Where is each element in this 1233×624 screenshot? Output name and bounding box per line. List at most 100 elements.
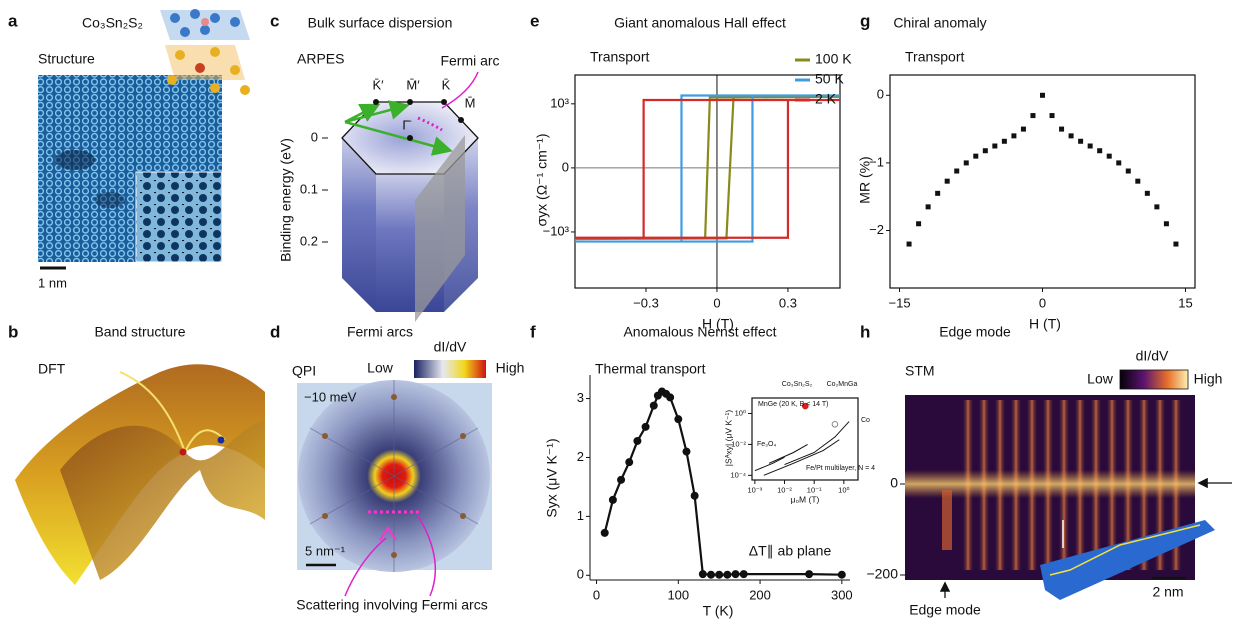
x-tick-label: 0.3 [779,295,797,310]
data-point [806,571,813,578]
panel-subtitle: STM [905,363,935,379]
legend-label: 50 K [815,71,844,87]
data-point [708,571,715,578]
x-axis-label: H (T) [1029,316,1061,332]
x-tick-label: −0.3 [633,295,659,310]
arpes-prism [342,72,478,322]
page: a Co₃Sn₂S₂ Structure 1 nm b Band structu… [0,0,1233,624]
band-surface [15,364,265,585]
panel-subtitle: QPI [292,363,316,379]
data-point [667,394,674,401]
data-point [1011,133,1016,138]
colorbar-high: High [1194,371,1223,387]
data-point [1021,127,1026,132]
data-point [650,402,657,409]
data-point [1173,242,1178,247]
legend-label: 100 K [815,51,852,67]
plot-frame [890,75,1195,288]
data-point [609,496,616,503]
data-point [1145,191,1150,196]
data-point [1164,221,1169,226]
y-axis-label: Syx (μV K⁻¹) [544,438,560,517]
data-point [634,437,641,444]
x-tick-label: 10⁻² [777,485,792,494]
y-tick-label: 0 [877,87,884,102]
panel-letter: a [8,11,18,30]
panel-letter: d [270,322,280,341]
y-axis-label: MR (%) [857,156,873,203]
data-point [964,160,969,165]
x-tick-label: 10⁻¹ [807,485,822,494]
scale-label: 5 nm⁻¹ [305,543,346,558]
y-tick-label: 3 [577,390,584,405]
data-point [1050,113,1055,118]
data-point [838,571,845,578]
k-point-label: M̄ [465,95,476,110]
y-tick-label: −2 [869,222,884,237]
panel-title: Band structure [94,324,185,340]
k-point-label: M̄′ [406,77,420,92]
data-point [935,191,940,196]
energy-label: −10 meV [304,389,357,404]
data-line [785,422,850,465]
legend-label: 2 K [815,91,837,107]
panel-title: Fermi arcs [347,324,413,340]
x-tick-label: 100 [667,587,689,602]
panel-subtitle: Transport [590,49,650,65]
data-point [691,492,698,499]
data-point [1135,179,1140,184]
data-point [683,448,690,455]
data-point [983,148,988,153]
colorbar [1120,370,1188,389]
compound: Co₃Sn₂S₂ [82,15,143,31]
y-tick-label: 10⁻² [731,439,746,448]
panel-letter: c [270,11,279,30]
panel-letter: g [860,11,870,30]
annotation: ΔT∥ ab plane [749,543,832,559]
data-point [1088,144,1093,149]
figure: a Co₃Sn₂S₂ Structure 1 nm b Band structu… [0,0,1233,624]
colorbar [414,360,486,378]
data-point [945,179,950,184]
x-tick-label: 10⁰ [838,485,849,494]
panel-title: Giant anomalous Hall effect [614,15,786,31]
y-tick-label: 1 [577,508,584,523]
panel-letter: e [530,11,539,30]
x-tick-label: 0 [1039,295,1046,310]
data-point [740,571,747,578]
y-tick-label: 0.1 [300,181,318,196]
defect [95,192,125,208]
series-label: Fe₃O₄ [757,441,776,448]
y-tick-label: 0 [562,159,569,174]
y-tick-label: 10⁰ [735,408,746,417]
y-tick-label: 0 [890,475,898,491]
defect [55,150,95,170]
y-axis-label: σyx (Ω⁻¹ cm⁻¹) [534,134,550,227]
y-axis-label: |Sᴬxy| (μV K⁻¹) [723,410,733,467]
x-tick-label: 0 [593,587,600,602]
series-label: Fe/Pt multilayer, N = 4 [806,465,875,472]
data-point [1116,160,1121,165]
y-tick-label: 0 [577,567,584,582]
data-point [954,169,959,174]
annotation: Fermi arc [440,53,499,69]
data-point [601,529,608,536]
scale-label: 1 nm [38,275,67,290]
panel-title: Chiral anomaly [893,15,986,31]
panel-title: Anomalous Nernst effect [623,324,776,340]
panel-title: Edge mode [939,324,1011,340]
scale-label: 2 nm [1152,584,1183,600]
data-point [642,423,649,430]
series-label: MnGe (20 K, B < 14 T) [758,401,829,408]
y-tick-label: 0.2 [300,233,318,248]
y-tick-label: 0 [311,129,318,144]
data-point [732,571,739,578]
colorbar-low: Low [367,360,394,376]
data-point [724,571,731,578]
x-tick-label: 200 [749,587,771,602]
data-point [1107,154,1112,159]
y-tick-label: 2 [577,449,584,464]
panel-subtitle: ARPES [297,51,344,67]
series-label: Co [861,417,870,424]
data-point [1154,204,1159,209]
